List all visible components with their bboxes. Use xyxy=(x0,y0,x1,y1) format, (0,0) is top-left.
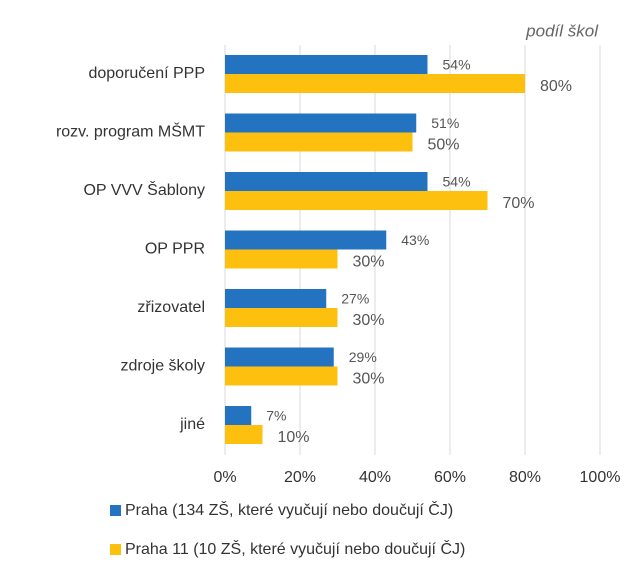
bar xyxy=(225,74,525,93)
x-tick-label: 20% xyxy=(284,469,316,486)
value-label: 80% xyxy=(540,78,572,95)
bar xyxy=(225,249,338,269)
bar xyxy=(225,425,263,444)
value-label: 30% xyxy=(353,371,385,388)
value-label: 29% xyxy=(349,349,377,365)
bar xyxy=(225,308,338,327)
y-tick-label: OP PPR xyxy=(145,241,205,258)
bar xyxy=(225,289,327,308)
x-tick-label: 100% xyxy=(580,469,621,486)
legend-label: Praha 11 (10 ZŠ, které vyučují nebo douč… xyxy=(125,539,465,558)
bar xyxy=(225,132,413,152)
x-tick-label: 60% xyxy=(434,469,466,486)
y-tick-label: jiné xyxy=(179,416,205,433)
legend-marker xyxy=(110,505,121,516)
legend-marker xyxy=(110,544,121,555)
bar xyxy=(225,113,417,133)
y-tick-label: rozv. program MŠMT xyxy=(56,122,205,141)
axis-title: podíl škol xyxy=(525,21,599,40)
value-label: 51% xyxy=(431,115,459,131)
x-tick-label: 40% xyxy=(359,469,391,486)
bar xyxy=(225,55,428,74)
value-label: 30% xyxy=(353,312,385,329)
value-label: 54% xyxy=(443,174,471,190)
value-label: 70% xyxy=(503,195,535,212)
bar xyxy=(225,347,334,367)
value-label: 7% xyxy=(266,408,286,424)
value-label: 30% xyxy=(353,254,385,271)
value-label: 27% xyxy=(341,291,369,307)
y-tick-label: zdroje školy xyxy=(121,358,205,375)
value-label: 43% xyxy=(401,232,429,248)
x-tick-label: 0% xyxy=(213,469,236,486)
y-tick-label: doporučení PPP xyxy=(88,65,205,82)
x-tick-label: 80% xyxy=(509,469,541,486)
value-label: 10% xyxy=(278,429,310,446)
value-label: 54% xyxy=(443,57,471,73)
bar xyxy=(225,230,387,250)
y-tick-label: OP VVV Šablony xyxy=(83,180,205,199)
bar xyxy=(225,172,428,191)
bar xyxy=(225,406,252,425)
bar xyxy=(225,191,488,210)
legend-label: Praha (134 ZŠ, které vyučují nebo doučuj… xyxy=(125,500,453,519)
y-tick-label: zřizovatel xyxy=(137,299,205,316)
bar xyxy=(225,366,338,386)
value-label: 50% xyxy=(428,137,460,154)
